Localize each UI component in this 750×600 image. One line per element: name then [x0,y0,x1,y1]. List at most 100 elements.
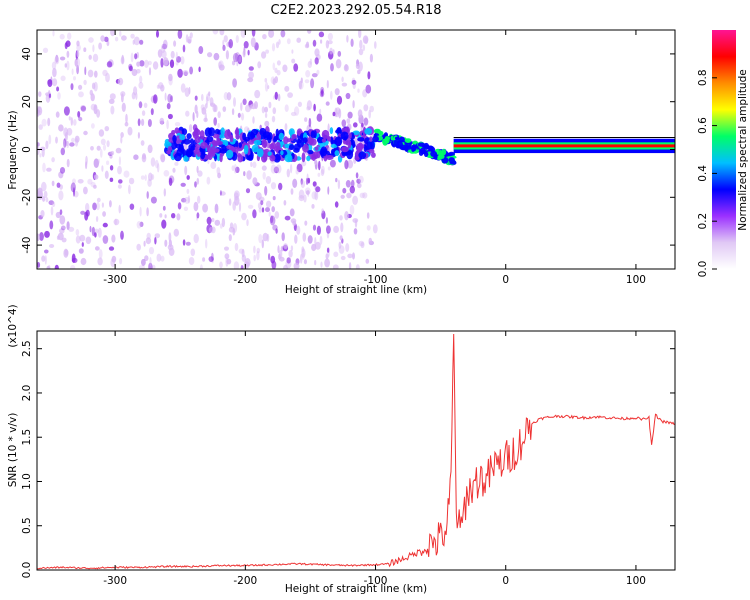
spectrogram-noise-blob [54,56,60,65]
spectrogram-noise-blob [228,234,232,242]
spectrogram-noise-blob [226,258,232,265]
spectrogram-noise-blob [44,249,49,254]
spectrogram-noise-blob [306,41,309,48]
spectrogram-noise-blob [320,261,323,268]
spectrogram-noise-blob [48,134,52,145]
spectrogram-noise-blob [276,69,281,76]
spectrogram-noise-blob [352,218,359,223]
spectrogram-noise-blob [270,215,274,224]
spectrogram-noise-blob [138,265,145,269]
spectrogram-noise-blob [180,56,185,65]
spectrogram-band-blob [192,131,198,137]
spectrogram-noise-blob [247,77,254,83]
spectrogram-noise-blob [232,78,238,88]
spectrogram-noise-blob [150,196,157,204]
colorbar-tick-label: 0.2 [697,213,709,230]
spectrogram-noise-blob [145,237,152,245]
spectrogram-noise-blob [51,180,55,187]
spectrogram-noise-blob [207,52,213,58]
spectrogram-noise-blob [60,75,66,82]
spectrogram-noise-blob [51,61,57,70]
spectrogram-noise-blob [250,37,256,48]
spectrogram-noise-blob [180,83,186,93]
spectrogram-band-blob [196,151,201,157]
spectrogram-band-blob [251,144,259,153]
spectrogram-band-blob [181,128,188,136]
spectrogram-noise-blob [161,219,167,229]
spectrogram-noise-blob [59,167,66,174]
spectrogram-noise-blob [119,30,122,37]
spectrogram-noise-blob [315,241,321,250]
spectrogram-band-blob [247,154,254,161]
spectrogram-band-blob [247,131,255,140]
spectrogram-noise-blob [271,206,276,213]
spectrogram-band-blob [200,142,208,149]
spectrogram-noise-blob [347,253,353,259]
spectrogram-noise-blob [134,53,138,60]
spectrogram-band-blob [257,148,264,158]
spectrogram-noise-blob [120,132,124,138]
spectrogram-noise-blob [149,257,152,267]
spectrogram-noise-blob [349,204,355,215]
spectrogram-noise-blob [243,171,246,177]
spectrogram-noise-blob [330,90,333,100]
spectrogram-noise-blob [198,66,201,73]
spectrogram-band-blob [256,131,262,142]
spectrogram-noise-blob [369,53,373,63]
spectrogram-noise-blob [355,264,360,269]
spectrogram-noise-blob [154,236,157,245]
spectrogram-noise-blob [208,91,211,96]
spectrogram-noise-blob [47,264,51,269]
spectrogram-transition-blob [437,150,443,155]
spectrogram-noise-blob [303,194,307,203]
spectrogram-noise-blob [111,255,117,263]
spectrogram-noise-blob [90,103,97,111]
spectrogram-transition-blob [427,145,434,150]
spectrogram-band-blob [334,136,343,147]
spectrogram-noise-blob [264,185,268,196]
spectrogram-band-blob [369,136,373,142]
spectrogram-noise-blob [270,255,276,264]
spectrogram-noise-blob [66,221,70,231]
spectrogram-noise-blob [66,50,70,58]
spectrogram-noise-blob [300,77,303,84]
spectrogram-noise-blob [340,222,344,233]
spectrogram-band-blob [273,137,278,143]
spectrogram-noise-blob [283,200,287,206]
spectrogram-noise-blob [58,124,64,132]
spectrogram-noise-blob [59,228,65,234]
spectrogram-noise-blob [167,244,174,251]
spectrogram-noise-blob [196,212,200,219]
spectrogram-noise-blob [213,52,220,61]
spectrogram-noise-blob [320,86,325,94]
spectrogram-band-blob [185,149,193,158]
spectrogram-band-blob [321,138,327,143]
x-tick-label: -300 [103,575,127,587]
spectrogram-band-layer [164,126,457,166]
spectrogram-band-blob [321,129,330,139]
spectrogram-noise-blob [127,126,133,136]
spectrogram-noise-blob [83,130,88,136]
spectrogram-noise-blob [261,106,265,114]
spectrogram-noise-blob [168,175,175,184]
spectrogram-noise-blob [217,172,222,179]
spectrogram-noise-blob [305,70,311,78]
spectrogram-noise-blob [176,56,182,63]
spectrogram-noise-blob [284,215,291,221]
spectrogram-noise-blob [89,225,92,233]
spectrogram-noise-blob [334,201,339,208]
spectrogram-noise-blob [146,207,149,217]
spectrogram-noise-blob [61,237,67,243]
spectrogram-noise-blob [335,107,341,115]
spectrogram-transition-blob [448,157,455,163]
spectrogram-noise-blob [147,60,152,66]
spectrogram-noise-blob [296,37,302,43]
spectrogram-noise-blob [114,36,119,42]
spectrogram-noise-blob [98,42,102,50]
spectrogram-band-blob [174,127,180,134]
spectrogram-noise-blob [364,37,369,45]
spectrogram-noise-blob [194,104,198,114]
spectrogram-noise-blob [284,104,289,112]
spectrogram-noise-blob [45,197,49,203]
